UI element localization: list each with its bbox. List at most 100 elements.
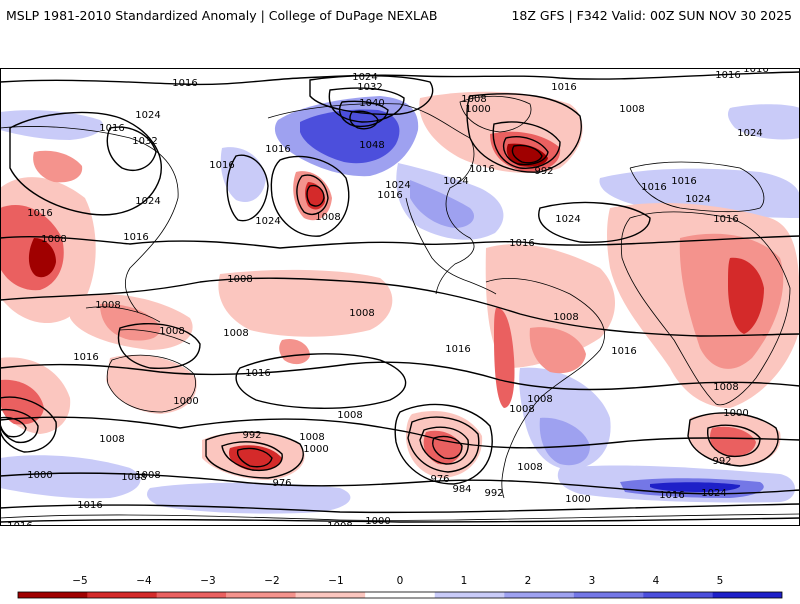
coastline-central-america [405, 197, 497, 295]
coastline-antarctica [0, 513, 800, 521]
isobar-992-south-pacific-low [205, 431, 304, 479]
isobar-label: 1000 [365, 516, 390, 526]
coastline-australia [106, 354, 196, 413]
positive-anomaly-antarctic-peak [650, 482, 741, 492]
colorbar-tick-label: −1 [328, 575, 343, 587]
colorbar-swatch [504, 592, 574, 598]
isobar-label: 1024 [255, 216, 280, 227]
colorbar-swatch [643, 592, 713, 598]
isobar-label: 992 [534, 166, 553, 177]
isobar-label: 1016 [209, 160, 234, 171]
colorbar-tick-label: −2 [264, 575, 279, 587]
isobar-label: 1016 [551, 82, 576, 93]
model-run-info: 18Z GFS | F342 Valid: 00Z SUN NOV 30 202… [511, 8, 792, 23]
isobar-1032-west-pacific [106, 126, 157, 171]
coastline-maritime-continent [85, 306, 191, 345]
isobar-1024-west-pacific [9, 111, 162, 216]
isobar-label: 1008 [159, 326, 184, 337]
isobar-label: 1008 [121, 472, 146, 483]
negative-anomaly-south-pacific-low-core [228, 445, 282, 471]
isobar-1000-north-atlantic [492, 121, 561, 169]
positive-anomaly-south-atlantic-core [539, 417, 590, 466]
isobar-1016-mid-latitude [0, 235, 800, 249]
negative-anomaly-indian-ocean-east-core [709, 426, 756, 457]
isobar-label: 1008 [315, 212, 340, 223]
isobar-992-indian-ocean-east-inner [707, 424, 761, 458]
isobar-984-south-pacific-low-inner [221, 441, 283, 472]
title-bar: MSLP 1981-2010 Standardized Anomaly | Co… [0, 0, 800, 30]
isobar-label: 1000 [173, 396, 198, 407]
isobar-1024-arctic [309, 75, 434, 116]
isobar-label: 1016 [509, 238, 534, 249]
isobar-label: 1024 [443, 176, 468, 187]
colorbar-tick-label: −3 [200, 575, 215, 587]
isobar-label: 1024 [352, 72, 377, 83]
positive-anomaly-southern-ocean-west [0, 455, 141, 499]
isobar-label: 1016 [77, 500, 102, 511]
isobar-label: 1008 [553, 312, 578, 323]
negative-anomaly-australia [106, 354, 197, 414]
isobar-label: 992 [712, 456, 731, 467]
positive-anomaly-europe [727, 104, 800, 140]
isobar-1000-south-west-low [0, 396, 57, 453]
positive-anomaly-alaska-core [300, 109, 400, 164]
colorbar-frame [17, 591, 783, 599]
isobar-992-north-atlantic [502, 136, 549, 166]
isobar-984-north-atlantic [511, 144, 543, 164]
coastline-south-america [485, 278, 605, 499]
isobar-label: 1016 [7, 521, 32, 526]
negative-anomaly-indian-ocean-west-core [0, 379, 44, 425]
isobar-label: 1032 [132, 136, 157, 147]
isobar-label: 1024 [555, 214, 580, 225]
isobar-label: 1000 [27, 470, 52, 481]
isobar-label: 1016 [641, 182, 666, 193]
isobar-label: 1016 [123, 232, 148, 243]
negative-anomaly-siberia-small [33, 150, 83, 183]
isobar-label: 1008 [95, 300, 120, 311]
negative-anomaly-africa-core [728, 257, 764, 334]
isobars [0, 71, 800, 523]
colorbar-swatch [434, 592, 505, 598]
isobar-label: 992 [484, 488, 503, 499]
colorbar-tick-label: 2 [525, 575, 532, 587]
isobar-1008-tropics [0, 277, 800, 337]
isobar-label: 1008 [99, 434, 124, 445]
isobar-label: 1016 [713, 214, 738, 225]
positive-anomaly-southern-ocean-mid [147, 482, 351, 514]
isobar-1048-alaska [349, 110, 379, 130]
isobar-1016-north-atlantic [466, 93, 582, 173]
isobar-label: 1040 [359, 98, 384, 109]
isobar-label: 1008 [517, 462, 542, 473]
negative-anomaly-pacific-central [218, 269, 393, 337]
isobar-1024-atlantic-high [538, 201, 651, 243]
isobar-1000-southeast-pacific-low [394, 403, 493, 485]
colorbar-swatch [156, 592, 227, 598]
positive-anomaly-siberia [0, 110, 104, 140]
coastline-asia [0, 126, 179, 313]
colorbar-tick-label: 3 [589, 575, 596, 587]
isobar-1008-antarctic [0, 503, 800, 514]
isobar-label: 1016 [172, 78, 197, 89]
isobar-label: 1024 [385, 180, 410, 191]
colorbar-swatches [17, 591, 783, 599]
map-title: MSLP 1981-2010 Standardized Anomaly | Co… [6, 8, 438, 23]
isobar-label: 1008 [327, 521, 352, 526]
isobar-label: 1008 [713, 382, 738, 393]
isobar-label: 1008 [299, 432, 324, 443]
isobar-label: 1008 [619, 104, 644, 115]
colorbar-swatch [226, 592, 296, 598]
isobar-label: 1016 [445, 344, 470, 355]
positive-anomaly-pacific-west [220, 147, 266, 202]
isobar-label: 1016 [469, 164, 494, 175]
isobar-label: 1008 [41, 234, 66, 245]
isobar-984-southeast-pacific-inner2 [419, 426, 469, 465]
isobar-984-south-west-low-core [0, 416, 27, 438]
isobar-label: 1016 [245, 368, 270, 379]
colorbar-tick-label: −4 [136, 575, 152, 587]
colorbar-tick-label: 5 [717, 575, 724, 587]
isobar-label: 984 [452, 484, 471, 495]
colorbar-ticks: −5 −4 −3 −2 −1 0 1 2 3 4 5 [72, 575, 723, 587]
isobar-1016-south-pacific-high [235, 353, 407, 409]
isobar-label: 1024 [135, 110, 160, 121]
anomaly-map: 1024 1016 1016 1016 1024 1008 1000 1016 … [0, 68, 800, 526]
